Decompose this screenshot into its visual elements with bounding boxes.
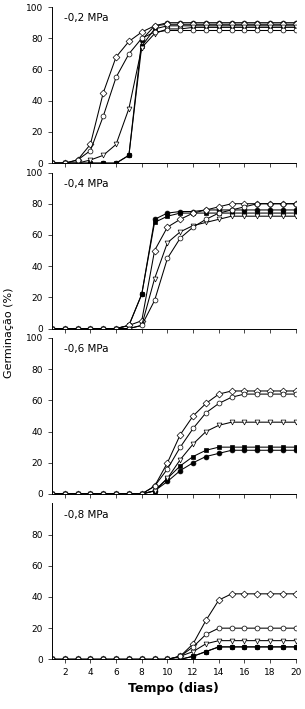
Text: -0,2 MPa: -0,2 MPa — [64, 13, 109, 23]
Text: Germinação (%): Germinação (%) — [4, 288, 14, 379]
Text: -0,8 MPa: -0,8 MPa — [64, 510, 109, 520]
Text: -0,6 MPa: -0,6 MPa — [64, 344, 109, 354]
Text: -0,4 MPa: -0,4 MPa — [64, 179, 109, 189]
X-axis label: Tempo (dias): Tempo (dias) — [128, 681, 219, 695]
